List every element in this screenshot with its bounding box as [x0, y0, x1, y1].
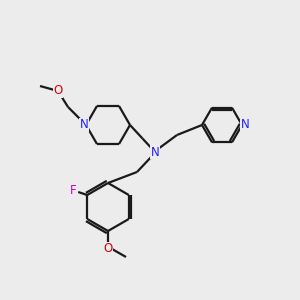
Text: N: N [241, 118, 249, 131]
Text: O: O [53, 85, 63, 98]
Text: F: F [70, 184, 76, 197]
Text: O: O [103, 242, 112, 256]
Text: N: N [80, 118, 88, 131]
Text: N: N [151, 146, 159, 158]
